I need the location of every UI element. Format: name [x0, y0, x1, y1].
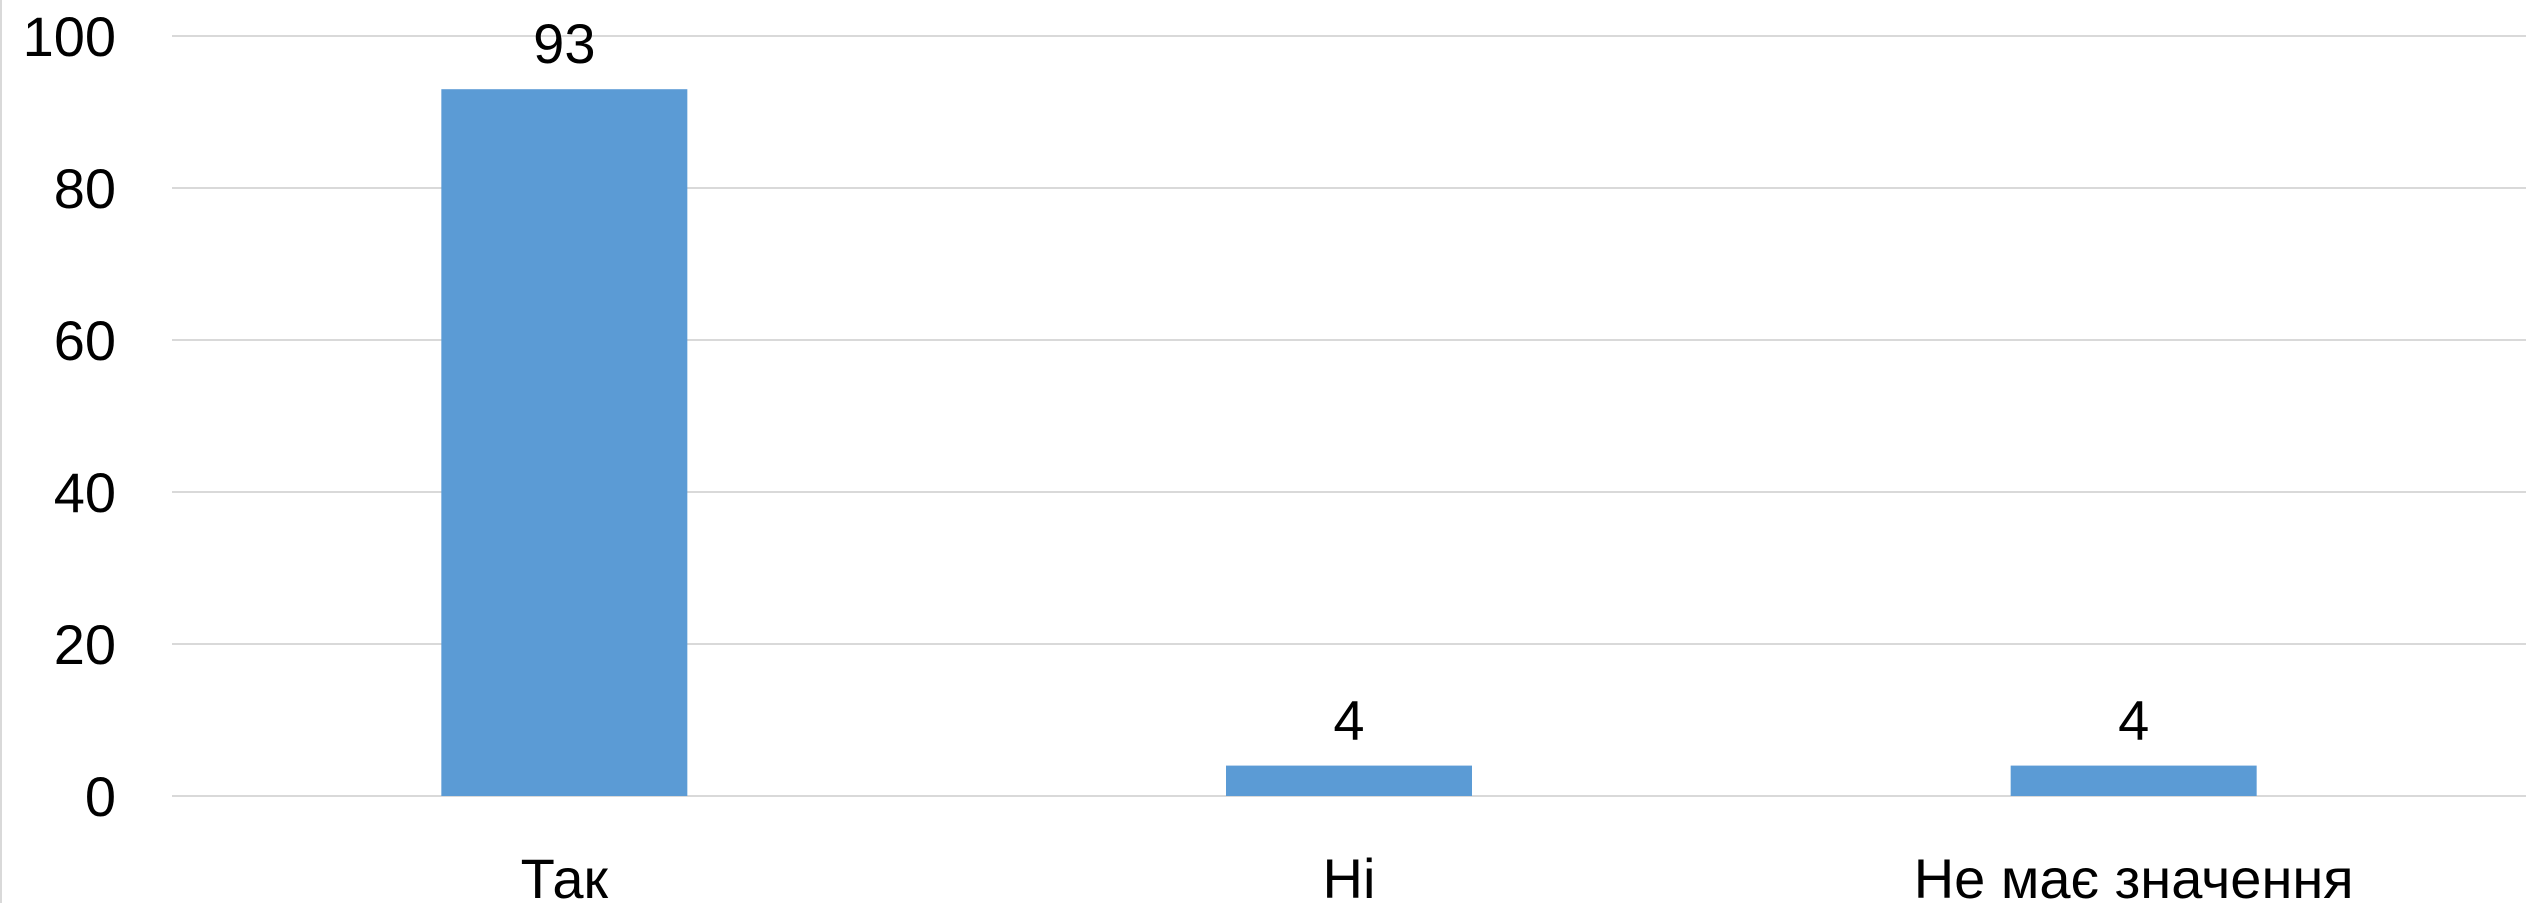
y-axis-tick-labels: 0 20 40 60 80 100	[23, 5, 116, 828]
y-tick-label-40: 40	[54, 461, 116, 524]
data-label-2: 4	[1333, 689, 1364, 752]
data-labels: 93 4 4	[533, 12, 2149, 751]
y-tick-label-100: 100	[23, 5, 116, 68]
bars	[441, 89, 2257, 796]
data-label-1: 93	[533, 12, 595, 75]
data-label-3: 4	[2118, 689, 2149, 752]
category-label-2: Ні	[1323, 847, 1376, 903]
y-tick-label-80: 80	[54, 157, 116, 220]
bar-3	[2010, 765, 2257, 796]
category-label-1: Так	[521, 847, 609, 903]
bar-1	[441, 89, 688, 796]
y-tick-label-0: 0	[85, 765, 116, 828]
category-label-3: Не має значення	[1914, 847, 2354, 903]
x-axis-category-labels: Так Ні Не має значення	[521, 847, 2354, 903]
bar-2	[1226, 765, 1472, 796]
y-tick-label-20: 20	[54, 613, 116, 676]
y-tick-label-60: 60	[54, 309, 116, 372]
